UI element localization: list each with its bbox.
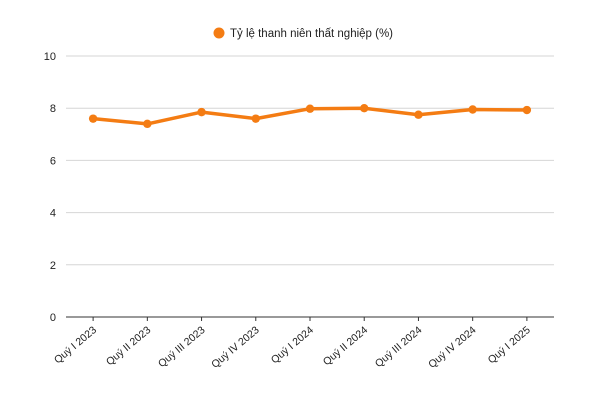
data-point (197, 107, 206, 117)
data-point (360, 104, 369, 113)
gridlines (66, 55, 554, 318)
data-point (305, 104, 315, 113)
x-tick-label: Quý I 2025 (486, 324, 533, 366)
y-tick-label: 8 (50, 103, 56, 115)
y-tick-label: 0 (50, 312, 56, 324)
data-point (143, 119, 152, 129)
x-tick-label: Quý II 2024 (321, 324, 370, 368)
x-tick-label: Quý III 2024 (373, 324, 425, 370)
x-tick-label: Quý I 2023 (52, 324, 99, 366)
data-point (522, 105, 532, 115)
x-axis-ticks: Quý I 2023 Quý II 2023 Quý III 2023 Quý IV … (52, 317, 533, 371)
y-tick-label: 6 (50, 155, 56, 167)
y-tick-label: 10 (44, 51, 56, 63)
legend: Tỷ lệ thanh niên thất nghiệp (%) (213, 27, 393, 40)
data-point (251, 114, 260, 123)
x-tick-label: Quý I 2024 (269, 324, 316, 366)
data-point (468, 105, 477, 114)
y-tick-label: 4 (50, 208, 56, 220)
y-axis-ticks: 0 2 4 6 8 10 (44, 51, 56, 324)
series-group (88, 104, 532, 129)
y-tick-label: 2 (50, 260, 56, 272)
legend-label-series: Tỷ lệ thanh niên thất nghiệp (%) (230, 28, 393, 40)
legend-marker (213, 27, 225, 39)
data-point (88, 114, 98, 123)
x-tick-label: Quý IV 2024 (426, 324, 479, 371)
x-tick-label: Quý II 2023 (104, 324, 153, 368)
data-point (414, 110, 423, 119)
x-tick-label: Quý IV 2023 (209, 324, 262, 371)
x-tick-label: Quý III 2023 (156, 324, 208, 370)
